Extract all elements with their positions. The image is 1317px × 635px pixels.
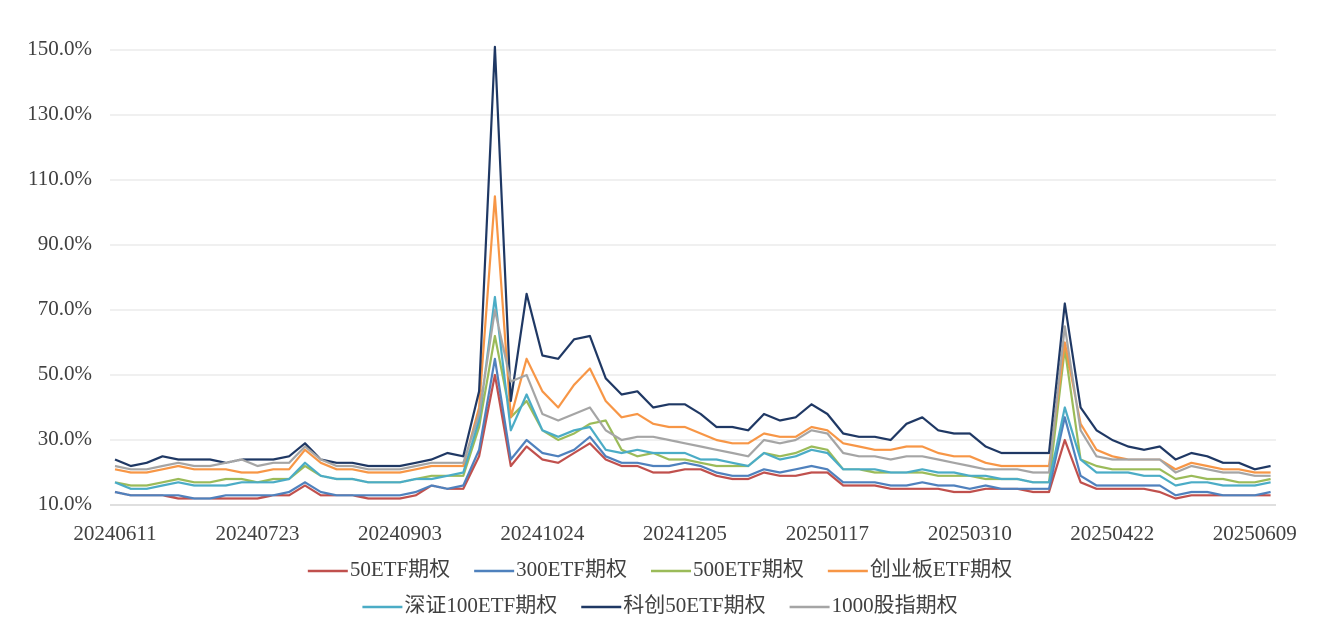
series-line: [114, 308, 1271, 477]
legend-label: 创业板ETF期权: [870, 557, 1012, 581]
legend-item: 300ETF期权: [474, 557, 627, 581]
legend-label: 300ETF期权: [516, 557, 627, 581]
y-tick-label: 110.0%: [28, 166, 92, 190]
y-tick-label: 50.0%: [38, 361, 92, 385]
legend-label: 500ETF期权: [693, 557, 804, 581]
y-tick-label: 70.0%: [38, 296, 92, 320]
legend-item: 50ETF期权: [307, 557, 450, 581]
legend-item: 500ETF期权: [651, 557, 804, 581]
x-tick-label: 20241205: [643, 521, 727, 545]
legend-item: 科创50ETF期权: [581, 593, 766, 617]
y-tick-label: 30.0%: [38, 426, 92, 450]
x-tick-label: 20240723: [215, 521, 299, 545]
legend-label: 科创50ETF期权: [623, 593, 765, 617]
legend-item: 创业板ETF期权: [827, 557, 1012, 581]
y-tick-label: 90.0%: [38, 231, 92, 255]
series-line: [114, 334, 1271, 487]
x-tick-label: 20241024: [500, 521, 585, 545]
x-tick-label: 20250422: [1070, 521, 1154, 545]
y-tick-label: 150.0%: [27, 36, 92, 60]
legend-label: 1000股指期权: [832, 593, 958, 617]
series-line: [114, 373, 1271, 500]
series-line: [114, 45, 1271, 471]
x-tick-label: 20250609: [1213, 521, 1297, 545]
legend-label: 50ETF期权: [350, 557, 450, 581]
legend-label: 深证100ETF期权: [404, 593, 557, 617]
y-tick-label: 130.0%: [27, 101, 92, 125]
x-tick-label: 20240611: [73, 521, 156, 545]
legend-item: 深证100ETF期权: [362, 593, 557, 617]
x-tick-label: 20240903: [358, 521, 442, 545]
series-line: [114, 295, 1271, 490]
legend-item: 1000股指期权: [789, 593, 958, 617]
x-tick-label: 20250117: [786, 521, 869, 545]
y-tick-label: 10.0%: [38, 491, 92, 515]
x-tick-label: 20250310: [928, 521, 1012, 545]
series-line: [114, 357, 1271, 500]
